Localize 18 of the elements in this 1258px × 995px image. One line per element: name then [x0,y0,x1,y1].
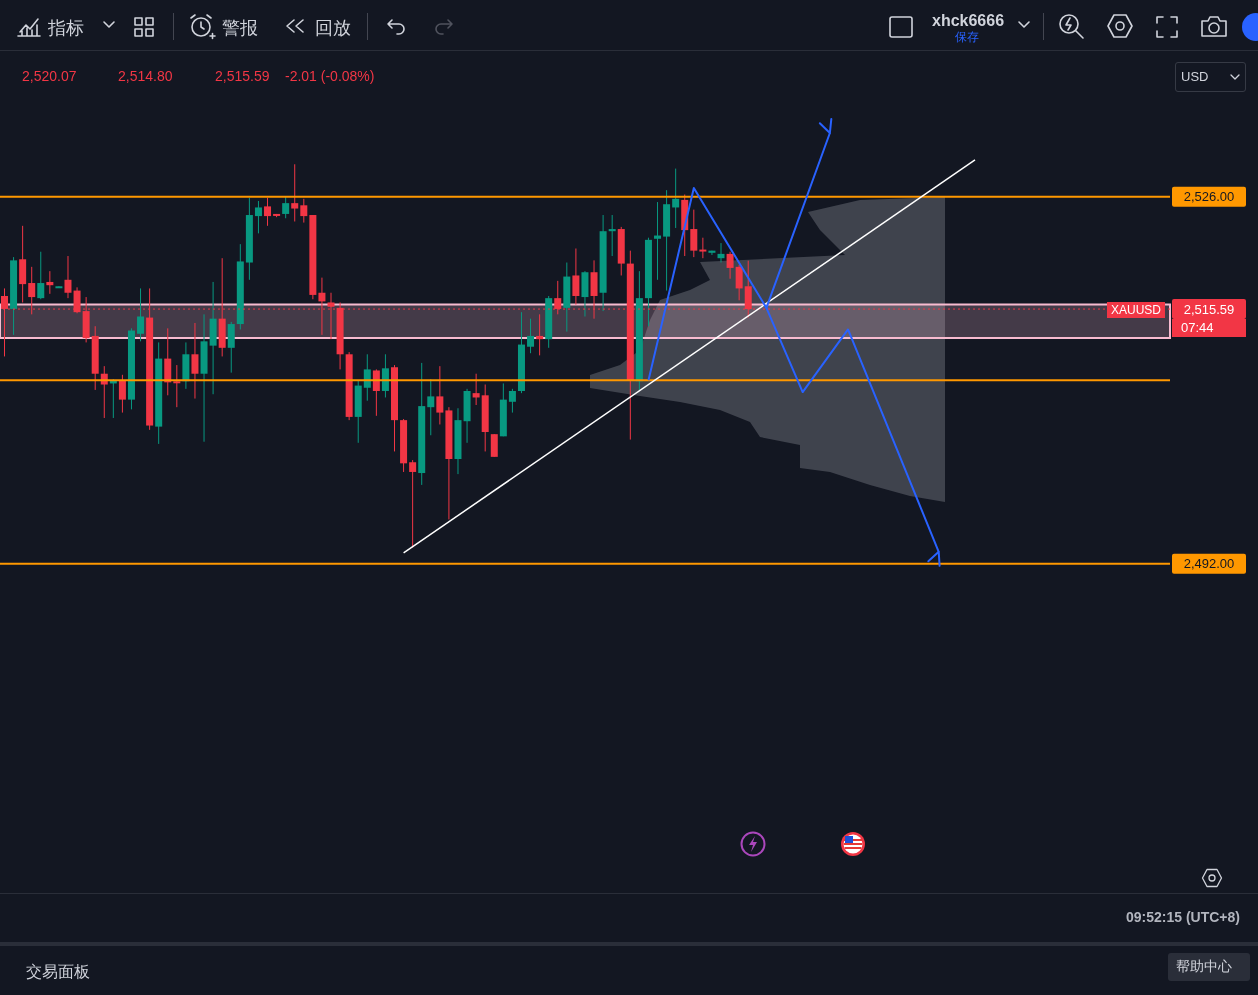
annotation: 2,514.80 [118,68,173,84]
text: USD [1181,69,1209,84]
text: 帮助中心 [1176,958,1232,976]
text: xhck6666 [932,12,1005,30]
annotation: XAUUSD [1107,302,1166,318]
annotation: 2,515.59 [215,68,270,84]
text: 指标 [48,17,84,40]
text: 回放 [315,17,351,40]
annotation: -2.01 (-0.08%) [285,68,375,84]
ref-line-label: 2,515.59 [1183,301,1235,317]
text: 07:44 [1172,319,1246,337]
text: 交易面板 [26,962,90,982]
text: 09:52:15 (UTC+8) [1126,909,1240,925]
annotation: 2,520.07 [22,68,77,84]
text: 保存 [955,29,979,46]
ref-line-label: 2,526.00 [1183,189,1235,205]
text: 警报 [222,17,258,40]
ref-line-label: 2,492.00 [1183,556,1235,572]
